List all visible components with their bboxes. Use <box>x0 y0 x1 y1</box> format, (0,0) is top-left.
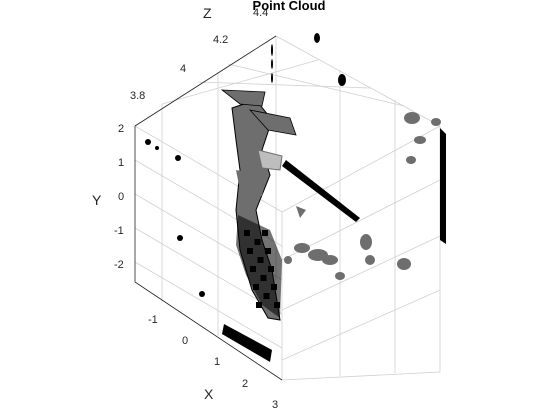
point-mark <box>360 234 372 250</box>
z-tick-label: 4 <box>180 63 186 75</box>
point-mark <box>263 293 270 299</box>
point-mark <box>338 74 346 86</box>
point-mark <box>145 139 151 145</box>
point-mark <box>262 230 268 236</box>
point-mark <box>177 235 183 241</box>
z-axis-label: Z <box>203 5 212 21</box>
point-mark <box>199 291 205 297</box>
right-face-edge <box>281 126 441 381</box>
point-mark <box>296 206 306 218</box>
point-mark <box>284 256 292 264</box>
point-mark <box>271 44 273 56</box>
y-axis-label: Y <box>92 192 102 208</box>
point-mark <box>256 302 262 308</box>
point-mark <box>431 118 441 126</box>
z-tick-label: 4.2 <box>213 34 228 46</box>
point-mark <box>404 112 420 124</box>
point-cluster <box>282 160 360 222</box>
grid-line <box>197 81 371 89</box>
point-mark <box>296 245 304 251</box>
point-cluster <box>257 149 283 171</box>
grid-line <box>227 63 405 107</box>
point-mark <box>268 266 274 272</box>
point-mark <box>271 284 277 290</box>
x-tick-label: 0 <box>182 335 188 347</box>
chart-title: Point Cloud <box>253 0 326 13</box>
grid-line <box>281 125 441 213</box>
z-tick-label: 4.4 <box>253 7 268 19</box>
point-mark <box>322 255 338 265</box>
point-mark <box>314 33 320 43</box>
point-mark <box>414 136 426 144</box>
point-cloud-points <box>145 33 446 362</box>
point-cluster <box>248 109 297 136</box>
point-mark <box>274 302 280 308</box>
grid-line <box>134 261 283 349</box>
y-tick-label: 0 <box>118 191 124 203</box>
point-mark <box>254 239 261 245</box>
point-mark <box>253 284 259 290</box>
y-tick-label: -1 <box>114 225 124 237</box>
x-tick-label: 2 <box>242 378 248 390</box>
axes-grid <box>134 35 441 381</box>
point-cluster <box>236 170 266 196</box>
point-cluster <box>440 128 446 244</box>
x-axis-label: X <box>204 386 214 402</box>
y-tick-label: 1 <box>118 157 124 169</box>
point-mark <box>397 258 411 270</box>
back-top-edge <box>134 35 441 127</box>
grid-line <box>161 59 319 105</box>
tick-labels: 3.8 4 4.2 4.4 2 1 0 -1 -2 -1 0 1 2 3 <box>114 7 278 411</box>
point-mark <box>271 73 273 83</box>
point-mark <box>175 155 181 161</box>
point-mark <box>250 266 256 272</box>
grid-line <box>281 235 441 311</box>
axis-labels: Z Y X Point Cloud <box>92 0 326 402</box>
point-mark <box>365 255 375 265</box>
point-mark <box>406 156 416 164</box>
point-mark <box>257 257 264 263</box>
y-tick-label: 2 <box>118 123 124 135</box>
point-mark <box>244 230 250 236</box>
x-tick-label: 1 <box>214 356 220 368</box>
z-tick-label: 3.8 <box>130 90 145 102</box>
x-tick-label: 3 <box>272 399 278 411</box>
point-cluster <box>222 324 272 362</box>
point-cluster <box>220 89 266 107</box>
grid-line <box>281 289 441 361</box>
x-tick-label: -1 <box>148 314 158 326</box>
point-mark <box>247 248 253 254</box>
point-mark <box>265 248 271 254</box>
point-cluster <box>236 215 282 318</box>
z-axis-line <box>134 35 277 127</box>
point-mark <box>271 59 273 69</box>
x-axis-line <box>134 281 283 381</box>
y-tick-label: -2 <box>114 259 124 271</box>
point-mark <box>335 272 345 280</box>
point-mark <box>260 275 267 281</box>
point-mark <box>155 146 159 150</box>
